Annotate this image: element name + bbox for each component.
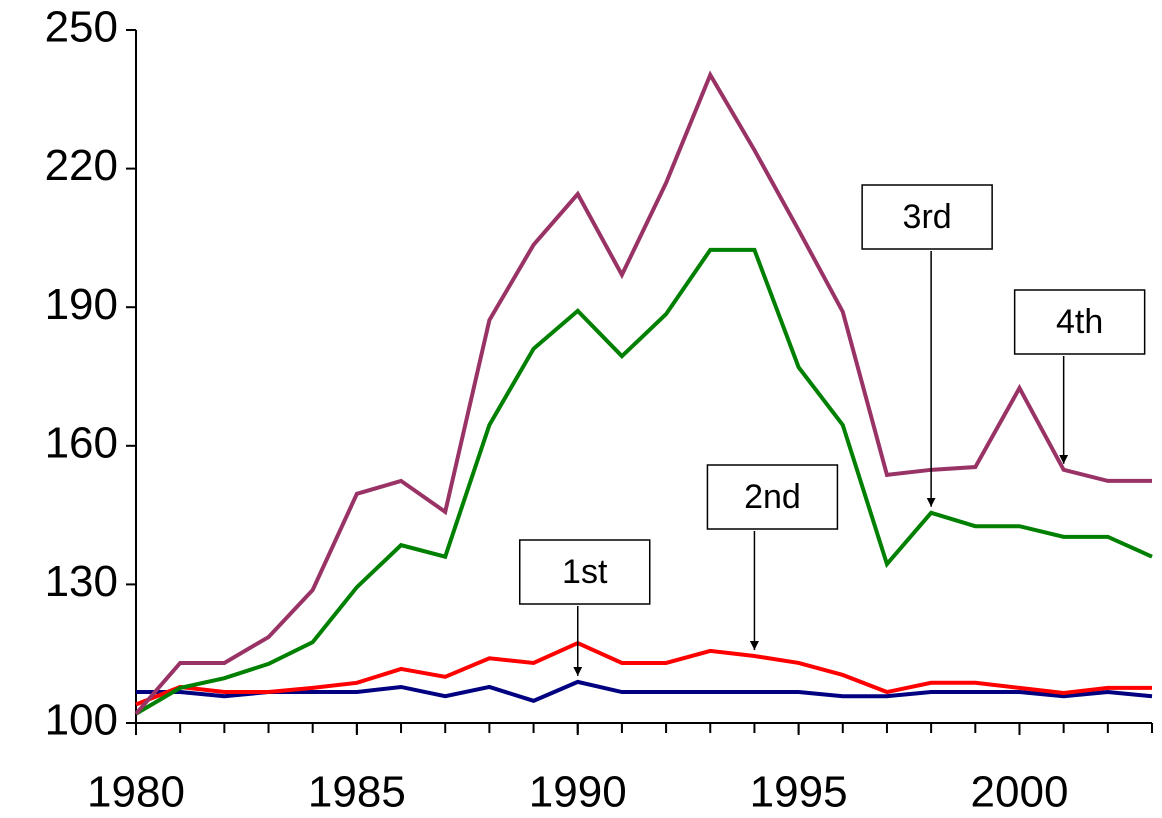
callout-label: 1st xyxy=(562,553,608,591)
callout-box xyxy=(518,539,651,605)
y-tick-label: 250 xyxy=(45,3,118,52)
y-tick-label: 160 xyxy=(45,418,118,467)
callout-box xyxy=(1013,289,1146,355)
series-line xyxy=(136,679,1153,703)
x-tick-label: 1990 xyxy=(529,768,627,817)
y-tick-label: 220 xyxy=(45,141,118,190)
callout-label: 4th xyxy=(1056,303,1103,341)
x-tick-label: 1995 xyxy=(750,768,848,817)
series-line xyxy=(134,247,1153,716)
x-tick-label: 1985 xyxy=(308,768,406,817)
callout-label: 2nd xyxy=(744,478,801,516)
y-tick-label: 130 xyxy=(45,557,118,606)
series-line xyxy=(135,640,1152,707)
x-tick-label: 1980 xyxy=(87,768,185,817)
series-line xyxy=(134,70,1152,716)
x-tick-label: 2000 xyxy=(971,768,1069,817)
callout-label: 3rd xyxy=(903,198,952,236)
y-tick-label: 100 xyxy=(45,696,118,745)
callout-box xyxy=(706,464,839,530)
y-tick-label: 190 xyxy=(45,280,118,329)
callout-box xyxy=(861,184,993,250)
